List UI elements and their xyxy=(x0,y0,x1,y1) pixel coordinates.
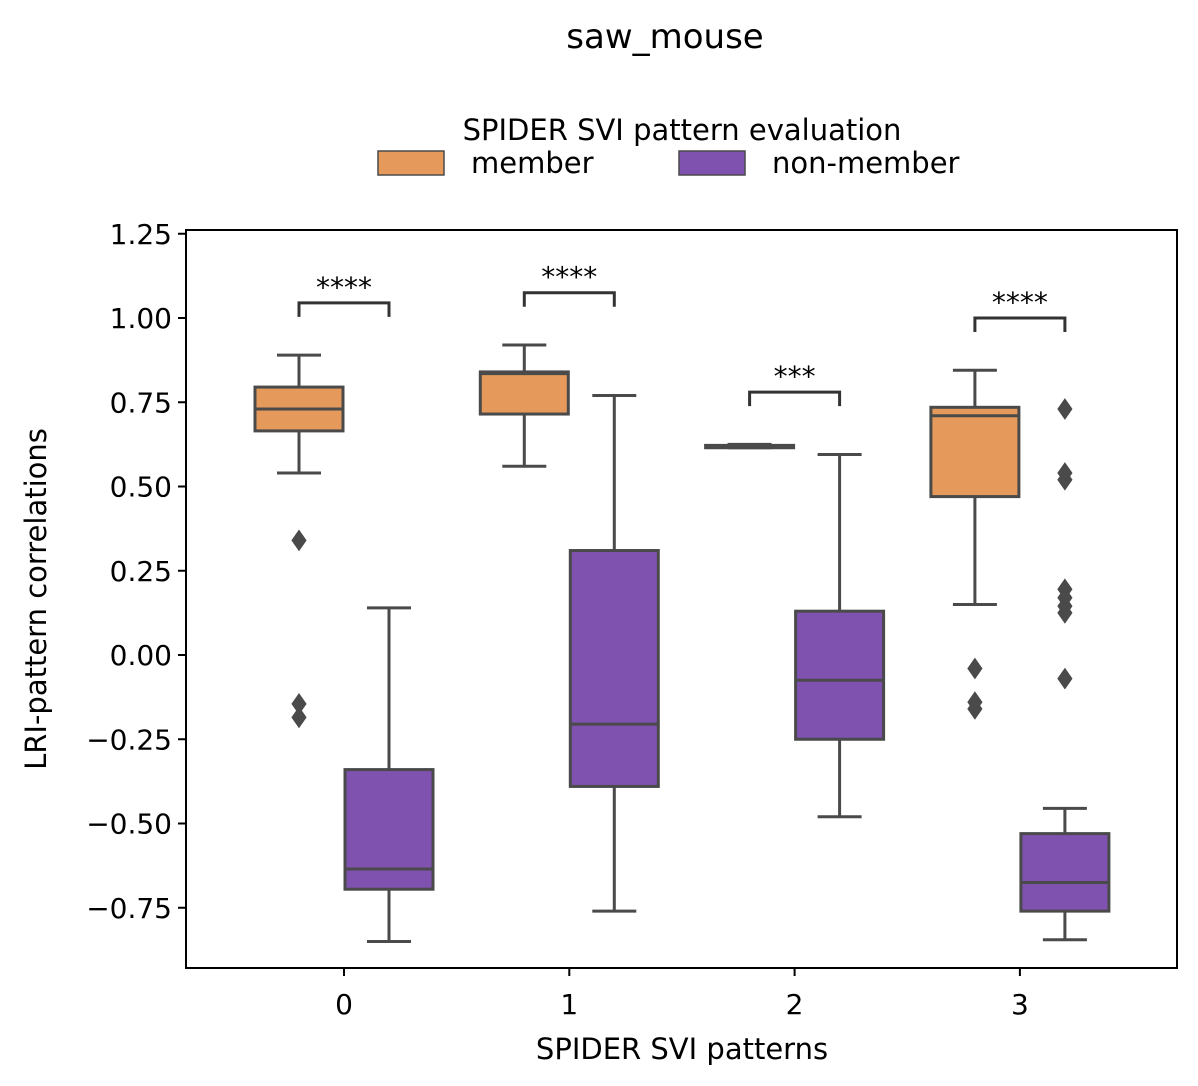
x-tick-label: 3 xyxy=(1011,988,1029,1021)
box-member-1 xyxy=(478,343,570,468)
y-tick-label: 1.25 xyxy=(110,218,172,251)
legend-title: SPIDER SVI pattern evaluation xyxy=(463,113,902,147)
significance-label: **** xyxy=(541,261,597,294)
legend: member non-member xyxy=(377,146,960,180)
legend-swatch-non-member xyxy=(678,150,746,176)
significance-bracket xyxy=(973,316,1067,332)
outlier-point xyxy=(967,657,983,680)
plot-area: 1.25 1.00 0.75 0.50 0.25 0.00 −0.25 −0.50 −0.75 0… xyxy=(86,218,1111,1021)
y-tick-label: −0.75 xyxy=(86,892,172,925)
box-non-member-2 xyxy=(794,452,886,819)
significance-label: **** xyxy=(992,286,1048,319)
y-axis-label: LRI-pattern correlations xyxy=(19,428,53,770)
significance-bracket xyxy=(297,301,391,317)
outlier-point xyxy=(1057,468,1073,491)
chart-title: saw_mouse xyxy=(566,17,763,57)
y-tick-label: −0.25 xyxy=(86,723,172,756)
legend-label-non-member: non-member xyxy=(772,146,960,180)
y-tick-label: 0.75 xyxy=(110,386,172,419)
significance-label: *** xyxy=(774,360,816,393)
box-iqr xyxy=(568,549,660,788)
significance-bracket xyxy=(522,291,616,307)
box-iqr xyxy=(929,405,1021,499)
legend-swatch-member xyxy=(377,150,445,176)
y-tick-label: 1.00 xyxy=(110,302,172,335)
significance-bracket xyxy=(748,390,842,407)
box-member-0 xyxy=(253,353,345,729)
box-non-member-1 xyxy=(568,394,660,913)
box-member-3 xyxy=(929,368,1021,720)
outlier-point xyxy=(1057,667,1073,690)
outlier-point xyxy=(1057,602,1073,624)
box-non-member-3 xyxy=(1019,398,1111,942)
outlier-point xyxy=(291,529,307,552)
box-member-2 xyxy=(704,442,796,450)
y-tick-label: −0.50 xyxy=(86,808,172,841)
box-iqr xyxy=(794,609,886,741)
y-tick-label: 0.50 xyxy=(110,471,172,504)
x-tick-label: 0 xyxy=(335,988,353,1021)
outlier-point xyxy=(967,698,983,720)
legend-label-member: member xyxy=(471,146,594,180)
outlier-point xyxy=(1057,398,1073,420)
x-tick-label: 1 xyxy=(560,988,578,1021)
box-iqr xyxy=(343,768,435,891)
box-iqr xyxy=(478,370,570,416)
x-tick-label: 2 xyxy=(786,988,804,1021)
significance-label: **** xyxy=(316,271,372,304)
outlier-point xyxy=(291,706,307,729)
y-tick-label: 0.25 xyxy=(110,555,172,588)
axes-frame xyxy=(185,229,1178,969)
box-non-member-0 xyxy=(343,606,435,943)
y-tick-label: 0.00 xyxy=(110,639,172,672)
x-axis-label: SPIDER SVI patterns xyxy=(536,1032,828,1066)
box-iqr xyxy=(1019,832,1111,913)
